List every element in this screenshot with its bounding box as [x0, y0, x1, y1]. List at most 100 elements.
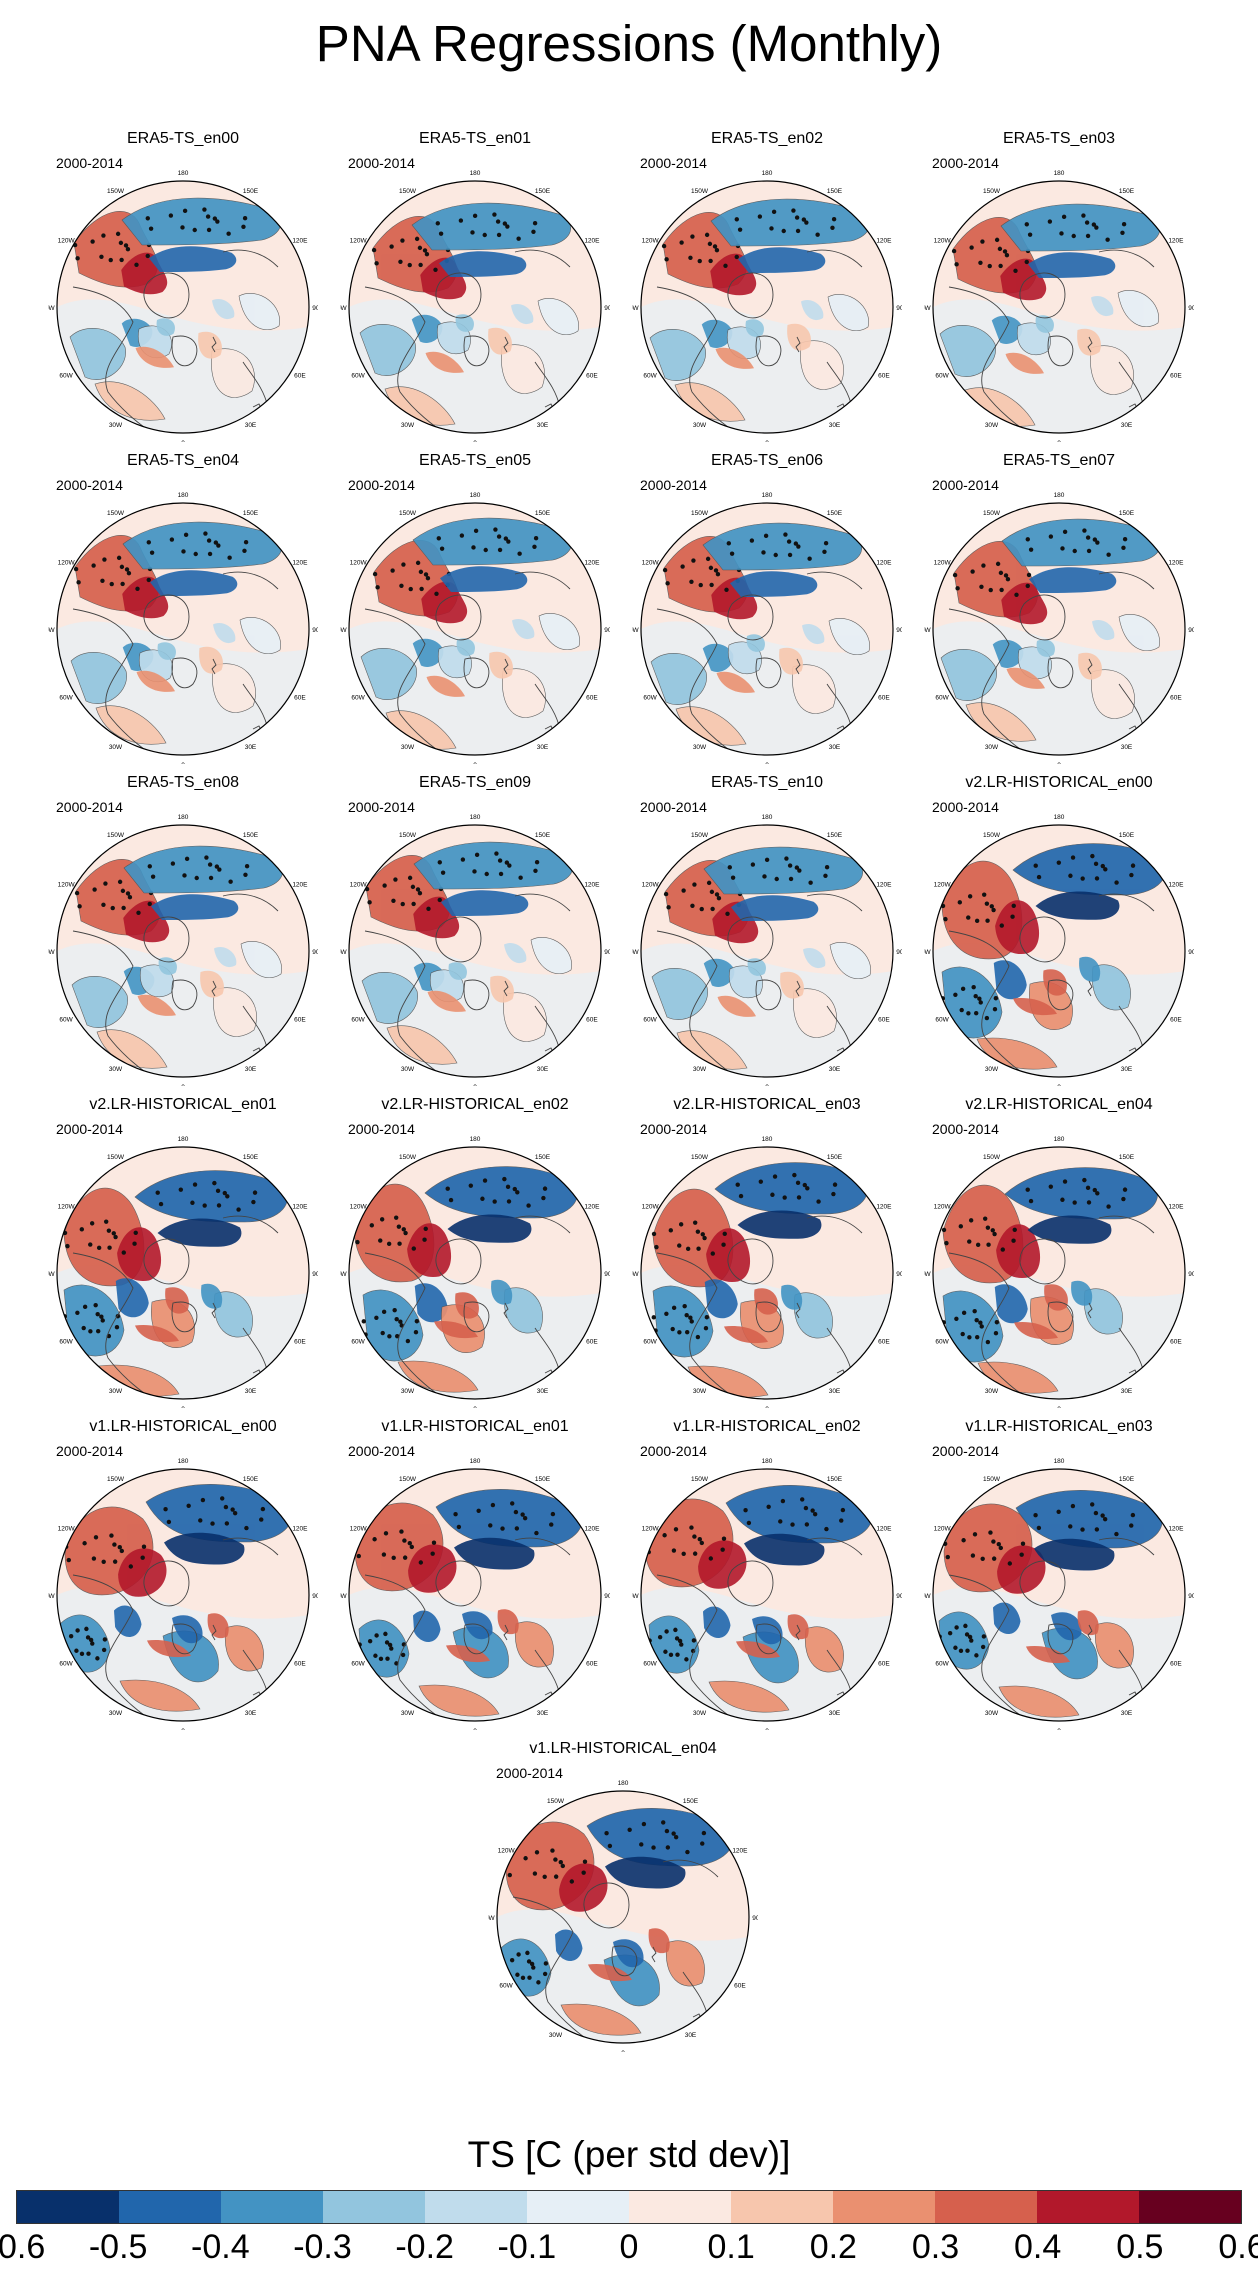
longitude-label: 60E	[1170, 1661, 1182, 1668]
longitude-label: 150W	[399, 1476, 417, 1483]
significance-stipple	[1047, 219, 1053, 224]
significance-stipple	[119, 564, 125, 570]
significance-stipple	[1084, 220, 1090, 225]
significance-stipple	[787, 863, 793, 868]
longitude-label: 30W	[401, 1388, 415, 1395]
longitude-label: 30W	[549, 2032, 563, 2039]
panel-title: ERA5-TS_en04	[126, 452, 240, 469]
significance-stipple	[688, 255, 693, 260]
significance-stipple	[506, 539, 511, 544]
longitude-label: 180	[470, 1136, 481, 1143]
longitude-label: 60E	[878, 1017, 890, 1024]
significance-stipple	[86, 1651, 91, 1656]
anomaly-core	[207, 1613, 229, 1639]
anomaly-contour	[998, 1685, 1080, 1718]
significance-stipple	[413, 1329, 419, 1335]
significance-stipple	[581, 1870, 586, 1875]
anomaly-contour	[71, 976, 128, 1028]
panel-period: 2000-2014	[56, 1121, 123, 1137]
map-panel: v1.LR-HISTORICAL_en00 180 150E 120E 90E 60E 30…	[48, 1418, 318, 1730]
longitude-label: 150W	[691, 510, 709, 517]
colorbar-swatch	[17, 2191, 119, 2223]
significance-stipple	[135, 586, 140, 591]
significance-stipple	[507, 863, 512, 868]
significance-stipple	[727, 865, 732, 870]
anomaly-core	[413, 1610, 441, 1642]
significance-stipple	[411, 1246, 416, 1251]
significance-stipple	[1071, 233, 1076, 239]
longitude-label: 60W	[59, 1661, 73, 1668]
significance-stipple	[526, 1959, 532, 1964]
significance-stipple	[147, 864, 152, 869]
significance-stipple	[134, 262, 139, 267]
anomaly-contour	[360, 648, 417, 700]
significance-stipple	[417, 891, 423, 896]
anomaly-contour	[560, 2003, 642, 2036]
significance-stipple	[1081, 213, 1086, 218]
anomaly-core	[440, 566, 528, 592]
longitude-label: 30W	[693, 744, 707, 751]
significance-stipple	[1090, 853, 1095, 859]
longitude-label: 90E	[604, 627, 610, 634]
significance-stipple	[689, 1319, 694, 1324]
longitude-label: 150E	[683, 1798, 699, 1805]
significance-stipple	[553, 1857, 558, 1862]
significance-stipple	[145, 216, 150, 221]
significance-stipple	[381, 1552, 387, 1557]
colorbar-swatch	[323, 2191, 425, 2223]
longitude-label: 180	[178, 1136, 189, 1143]
longitude-label: 30E	[537, 422, 549, 429]
colorbar-swatch	[1139, 2191, 1241, 2223]
significance-stipple	[505, 224, 510, 229]
significance-stipple	[1100, 1513, 1105, 1518]
significance-stipple	[1082, 528, 1087, 533]
significance-stipple	[542, 1971, 548, 1977]
longitude-label: 150E	[535, 188, 551, 195]
significance-stipple	[991, 1556, 997, 1561]
significance-stipple	[125, 247, 131, 252]
significance-stipple	[985, 1339, 991, 1345]
anomaly-contour	[804, 1626, 844, 1673]
significance-stipple	[150, 874, 156, 879]
significance-stipple	[981, 892, 987, 897]
significance-stipple	[379, 1217, 385, 1222]
panel-title: v2.LR-HISTORICAL_en03	[673, 1096, 861, 1113]
significance-stipple	[558, 1859, 563, 1865]
map-panel: v1.LR-HISTORICAL_en02 180 150E 120E 90E 60E 30…	[632, 1418, 902, 1730]
significance-stipple	[460, 857, 466, 862]
map-boundary	[640, 824, 894, 1078]
significance-stipple	[1114, 880, 1119, 885]
anomaly-core	[1035, 315, 1054, 333]
significance-stipple	[677, 1243, 682, 1248]
significance-stipple	[391, 898, 396, 903]
longitude-label: 120W	[58, 1204, 76, 1211]
longitude-label: 150W	[983, 510, 1001, 517]
significance-stipple	[223, 1504, 229, 1510]
significance-stipple	[737, 227, 743, 232]
significance-stipple	[95, 1328, 101, 1334]
significance-stipple	[495, 219, 501, 224]
anomaly-contour	[800, 340, 844, 390]
map-boundary	[56, 1146, 310, 1400]
panel-title: ERA5-TS_en00	[126, 130, 240, 147]
colorbar-tick-label: -0.5	[88, 2228, 148, 2266]
longitude-label: 180	[762, 1458, 773, 1465]
map-boundary	[932, 180, 1186, 434]
significance-stipple	[500, 1974, 506, 1979]
longitude-label: 60E	[294, 373, 306, 380]
significance-stipple	[688, 1315, 693, 1320]
longitude-label: 120E	[584, 1204, 600, 1211]
significance-stipple	[708, 258, 713, 264]
longitude-label: 30W	[109, 744, 123, 751]
anomaly-core	[456, 638, 475, 656]
significance-stipple	[734, 254, 739, 260]
significance-stipple	[772, 1174, 778, 1179]
longitude-label: 0	[473, 440, 477, 442]
significance-stipple	[453, 1511, 458, 1517]
significance-stipple	[202, 1203, 207, 1208]
significance-stipple	[503, 536, 509, 541]
longitude-label: 180	[470, 814, 481, 821]
map-panel: ERA5-TS_en07 180 150E 120E 90E 60E 30E 0 30W 60W 9…	[924, 452, 1194, 764]
significance-stipple	[1072, 1200, 1077, 1205]
longitude-label: 150W	[691, 832, 709, 839]
